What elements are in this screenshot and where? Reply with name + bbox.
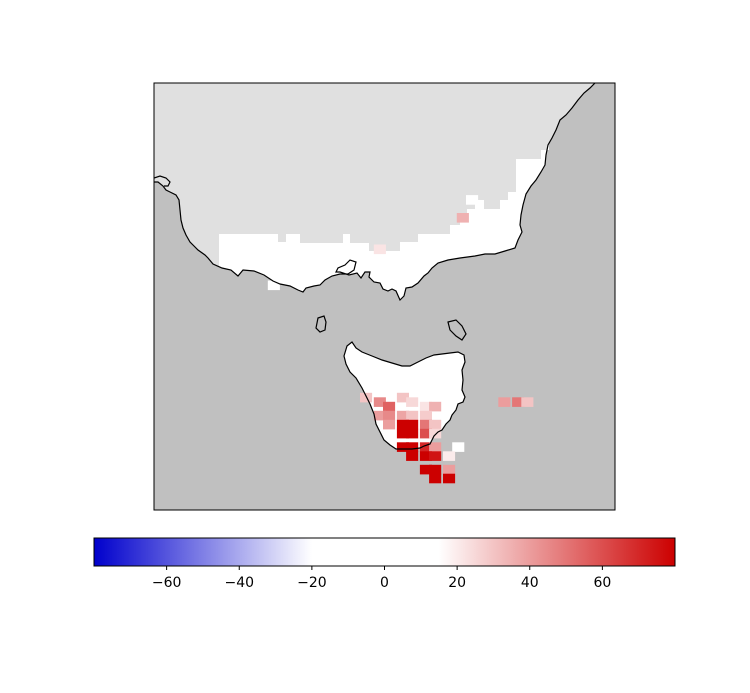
anomaly-cell [396, 428, 409, 439]
anomaly-cell [406, 419, 419, 430]
anomaly-cell [396, 419, 409, 430]
colorbar-tick-label: −20 [297, 575, 327, 591]
colorbar-tick-label: 20 [448, 575, 466, 591]
mainland-coastline [154, 83, 596, 302]
colorbar-tick-label: 60 [593, 575, 611, 591]
anomaly-cell [429, 473, 442, 484]
mainland-data-region [219, 143, 549, 300]
anomaly-cell [429, 428, 442, 439]
colorbar-bar [93, 537, 676, 567]
anomaly-cell [419, 464, 432, 475]
king-island-outline [315, 315, 327, 333]
anomaly-cell [406, 451, 419, 461]
colorbar-ticks: −60 −40 −20 0 20 40 60 [152, 566, 611, 591]
anomaly-cell [512, 397, 525, 407]
tasmania-coastline [343, 341, 466, 450]
anomaly-cell [443, 473, 456, 484]
anomaly-cell [396, 442, 409, 452]
map-panel [154, 83, 615, 510]
anomaly-cell [419, 419, 432, 430]
anomaly-cell [466, 195, 479, 205]
anomaly-cell [443, 451, 456, 461]
anomaly-cell [419, 428, 432, 439]
anomaly-cell [456, 213, 469, 223]
anomaly-cell [521, 397, 534, 407]
anomaly-cell [396, 392, 409, 403]
anomaly-cell [443, 464, 456, 475]
gulf-coastline [154, 175, 171, 187]
anomaly-cell [373, 410, 386, 421]
colorbar-tick-label: 0 [380, 575, 389, 591]
coastline-layer [154, 83, 596, 450]
anomaly-cell [387, 271, 400, 282]
anomaly-cell [383, 401, 396, 412]
anomaly-cell [406, 410, 419, 421]
colorbar-tick-label: −40 [224, 575, 254, 591]
anomaly-cell [383, 410, 396, 421]
colorbar-tick-label: 40 [521, 575, 539, 591]
anomaly-cell [383, 419, 396, 430]
flinders-island-outline [447, 319, 467, 341]
anomaly-cell [419, 401, 432, 412]
anomaly-cell [406, 442, 419, 452]
anomaly-cell [373, 244, 386, 255]
anomaly-cell [429, 451, 442, 461]
map-frame [153, 82, 616, 511]
anomaly-cell [498, 397, 511, 407]
anomaly-cell [419, 442, 432, 452]
anomaly-cell [396, 410, 409, 421]
anomaly-cell [406, 397, 419, 407]
anomaly-cell [429, 464, 442, 475]
colorbar: −60 −40 −20 0 20 40 60 [93, 537, 676, 591]
anomaly-cell [429, 401, 442, 412]
colorbar-tick-label: −60 [152, 575, 182, 591]
anomaly-cell [267, 280, 280, 291]
anomaly-cell [419, 451, 432, 461]
anomaly-cell [429, 442, 442, 452]
anomaly-cell [452, 442, 465, 452]
anomaly-cell [419, 410, 432, 421]
anomaly-cell [406, 428, 419, 439]
anomaly-cell [360, 392, 373, 403]
anomaly-cell [429, 419, 442, 430]
anomaly-cells-layer [267, 195, 534, 484]
anomaly-cell [373, 397, 386, 407]
